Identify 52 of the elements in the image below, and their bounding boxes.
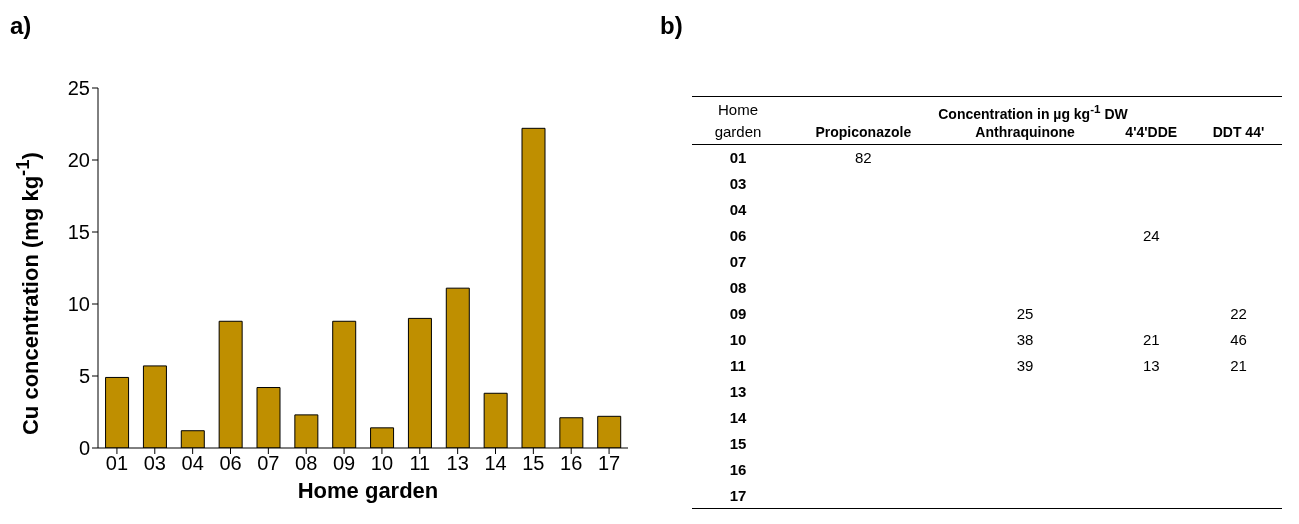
text: a) — [10, 12, 32, 40]
y-tick-label: 09 — [728, 304, 748, 324]
y-tick-label: 10 — [728, 330, 748, 350]
x-tick-label: 08 — [295, 452, 318, 475]
x-tick-label: 03 — [143, 452, 166, 475]
y-tick-label: 03 — [728, 174, 748, 194]
x-tick-label: 10 — [370, 452, 394, 475]
data-label: 22 — [1194, 300, 1282, 327]
y-tick-label: 07 — [728, 252, 748, 272]
y-tick-label: 15 — [728, 434, 748, 454]
data-label: 38 — [942, 326, 1108, 353]
x-tick-label: 11 — [409, 452, 431, 475]
x-tick-label: 15 — [522, 452, 545, 475]
data-label: 21 — [1107, 326, 1195, 353]
x-tick-label: Propiconazole — [814, 123, 913, 143]
x-tick-label: 4'4'DDE — [1124, 123, 1179, 143]
y-tick-label: 13 — [728, 382, 748, 402]
text: b) — [660, 12, 683, 40]
data-label: 39 — [942, 352, 1108, 379]
data-label: 21 — [1194, 352, 1282, 379]
data-label: 25 — [942, 300, 1108, 327]
y-tick-label: 0 — [78, 437, 90, 460]
y-tick-label: 01 — [728, 148, 748, 169]
y-axis-title: Home garden — [713, 100, 763, 142]
y-tick-label: 20 — [67, 149, 90, 172]
y-tick-label: 5 — [78, 365, 90, 388]
x-tick-label: 01 — [105, 452, 129, 475]
x-axis-title: Home garden — [296, 478, 440, 504]
y-tick-label: 06 — [728, 226, 748, 246]
x-tick-label: 04 — [181, 452, 204, 475]
y-tick-label: 11 — [729, 356, 747, 376]
x-tick-label: Anthraquinone — [974, 123, 1076, 143]
x-tick-label: 07 — [257, 452, 280, 475]
chart-title: Concentration in µg kg$^{-1}$ DW — [937, 100, 1129, 123]
y-tick-label: 08 — [728, 278, 748, 298]
data-label: 46 — [1194, 326, 1282, 353]
x-tick-label: 14 — [484, 452, 507, 475]
y-tick-label: 04 — [728, 200, 748, 220]
x-tick-label: 09 — [332, 452, 356, 475]
y-tick-label: 25 — [67, 77, 90, 100]
x-tick-label: 17 — [597, 452, 621, 475]
data-label: 24 — [1107, 222, 1195, 249]
y-tick-label: 15 — [67, 221, 90, 244]
data-label: 13 — [1107, 352, 1195, 379]
x-tick-label: DDT 44' — [1211, 123, 1266, 143]
x-tick-label: 13 — [446, 452, 469, 475]
x-tick-label: 16 — [560, 452, 583, 475]
x-tick-label: 06 — [219, 452, 242, 475]
y-tick-label: 10 — [67, 293, 90, 316]
y-tick-label: 14 — [728, 408, 748, 428]
y-tick-label: 17 — [728, 485, 748, 506]
data-label: 82 — [784, 144, 943, 171]
